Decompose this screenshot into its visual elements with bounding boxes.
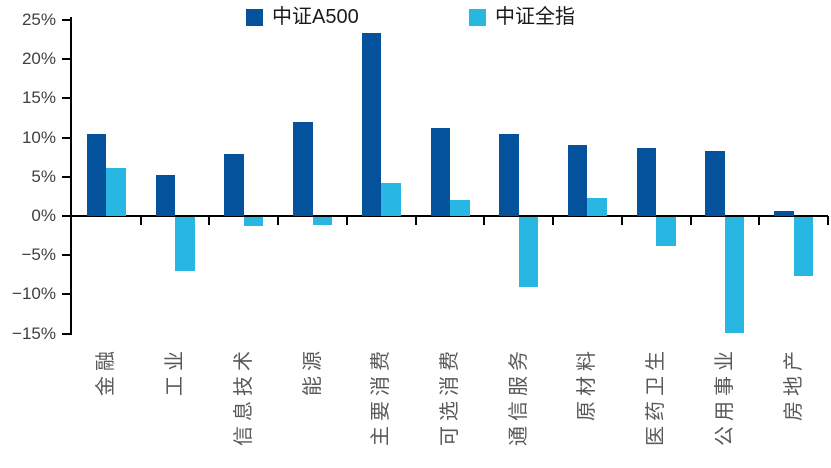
y-tick-label: 20% [21,49,56,69]
bar [381,183,401,216]
y-tick [62,136,72,139]
x-tick [689,216,692,225]
x-category-label: 房地产 [782,346,805,421]
legend-swatch-csi-a500 [246,8,263,26]
legend-item-csi-all-share: 中证全指 [469,6,575,28]
x-tick [414,216,417,225]
y-tick [62,58,72,61]
bar [224,154,244,216]
x-tick [208,216,211,225]
x-category-label: 金融 [95,346,118,396]
x-tick [277,216,280,225]
bar [430,128,450,216]
x-category-label: 工业 [164,346,187,396]
x-category-label: 可选消费 [439,346,461,446]
x-category-label: 公用事业 [713,346,736,446]
x-tick [827,216,829,225]
bar [155,175,176,216]
bar [86,134,107,216]
bar [705,150,725,216]
x-tick [758,216,761,225]
bar [106,168,126,216]
x-category-label: 原材料 [576,346,599,421]
y-tick-label: 0% [31,206,56,225]
x-tick [552,216,555,225]
y-tick [62,254,72,257]
y-tick-label: −5% [21,245,57,265]
bar [774,211,794,216]
x-category-label: 主要消费 [370,346,393,446]
y-tick-label: −10% [12,284,56,304]
legend-swatch-csi-all-share [469,8,486,26]
x-tick [483,216,486,225]
bar [499,133,519,216]
bar [567,144,588,216]
x-tick [620,216,623,225]
x-axis-line [70,215,828,217]
y-tick-label: −15% [12,323,56,343]
bar [587,197,607,216]
bar [243,217,264,227]
y-tick-label: 5% [31,166,56,186]
bar [656,217,676,246]
bar [724,217,745,333]
y-tick [62,293,72,296]
y-tick [62,215,72,217]
y-tick [62,175,72,178]
bar [293,121,313,216]
y-tick [62,97,72,100]
bar [793,217,814,276]
x-category-label: 通信服务 [507,346,530,446]
y-tick [62,332,72,335]
bar [636,147,657,216]
x-category-label: 能源 [301,346,324,396]
bar [518,217,539,287]
bar [450,200,470,216]
y-tick-label: 25% [21,10,56,29]
x-tick [345,216,348,225]
x-tick [139,216,142,225]
bar [361,32,382,216]
y-tick-label: 10% [21,127,56,147]
legend-item-csi-a500: 中证A500 [246,6,359,28]
legend-label-csi-a500: 中证A500 [272,6,359,28]
y-tick [62,19,72,21]
x-category-label: 信息技术 [232,346,255,446]
bar [175,217,195,271]
bar [312,217,333,226]
y-tick-label: 15% [21,88,56,108]
legend-label-csi-all-share: 中证全指 [495,6,575,28]
x-category-label: 医药卫生 [645,346,668,446]
